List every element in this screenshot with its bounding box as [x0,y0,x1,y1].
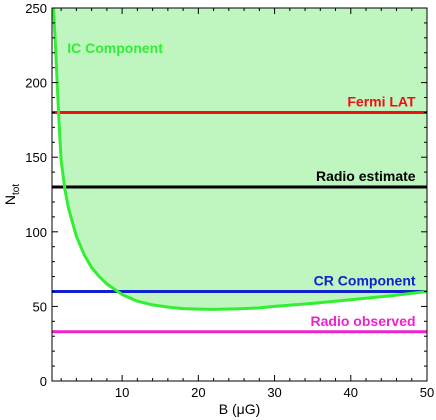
x-tick-label: 40 [344,385,358,400]
y-tick-label: 250 [25,1,47,16]
x-axis-label: B (μG) [219,401,261,417]
annotation-radio-estimate: Radio estimate [316,168,416,184]
annotation-ic-component: IC Component [67,40,163,56]
y-tick-label: 0 [40,374,47,389]
y-axis-label-main: N [2,195,18,205]
axis-ticks [52,7,428,382]
x-tick-label: 10 [115,385,129,400]
x-tick-label: 50 [420,385,434,400]
series-line-ic-component [52,8,427,311]
y-tick-label: 200 [25,76,47,91]
x-tick-label: 20 [191,385,205,400]
y-tick-label: 100 [25,225,47,240]
y-tick-label: 50 [33,299,47,314]
y-axis-label: Ntot [2,184,22,205]
annotation-radio-observed: Radio observed [311,313,416,329]
x-tick-label: 30 [267,385,281,400]
y-axis-label-sub: tot [11,184,22,195]
plot-frame [51,7,428,382]
annotation-cr-component: CR Component [314,273,416,289]
ic-shaded-region [53,8,427,310]
labels: 10 20 30 40 50 0 50 100 150 200 250 IC Component Fer… [25,1,434,400]
y-tick-label: 150 [25,150,47,165]
plot-area [52,8,427,334]
annotation-fermi-lat: Fermi LAT [347,93,416,109]
